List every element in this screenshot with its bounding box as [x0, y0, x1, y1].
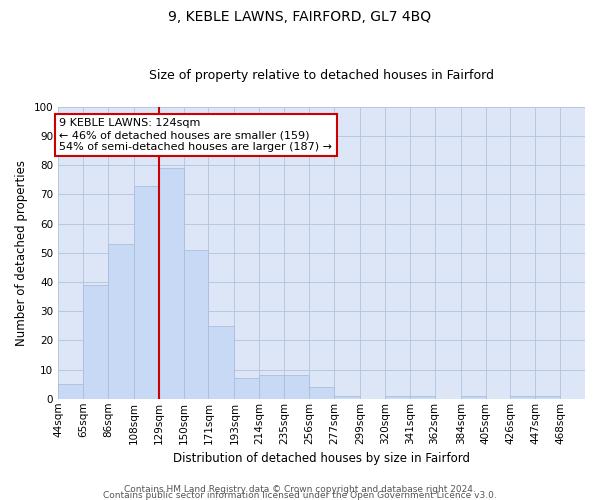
Bar	[184, 250, 208, 399]
Bar	[385, 396, 410, 399]
Text: 9, KEBLE LAWNS, FAIRFORD, GL7 4BQ: 9, KEBLE LAWNS, FAIRFORD, GL7 4BQ	[169, 10, 431, 24]
Bar	[309, 387, 334, 399]
Bar	[511, 396, 535, 399]
Bar	[334, 396, 360, 399]
Bar	[58, 384, 83, 399]
Text: Contains HM Land Registry data © Crown copyright and database right 2024.: Contains HM Land Registry data © Crown c…	[124, 484, 476, 494]
Bar	[158, 168, 184, 399]
Text: 9 KEBLE LAWNS: 124sqm
← 46% of detached houses are smaller (159)
54% of semi-det: 9 KEBLE LAWNS: 124sqm ← 46% of detached …	[59, 118, 332, 152]
Bar	[108, 244, 134, 399]
Bar	[461, 396, 485, 399]
Bar	[208, 326, 235, 399]
Bar	[259, 376, 284, 399]
Bar	[535, 396, 560, 399]
X-axis label: Distribution of detached houses by size in Fairford: Distribution of detached houses by size …	[173, 452, 470, 465]
Text: Contains public sector information licensed under the Open Government Licence v3: Contains public sector information licen…	[103, 490, 497, 500]
Bar	[235, 378, 259, 399]
Bar	[284, 376, 309, 399]
Bar	[410, 396, 434, 399]
Bar	[83, 285, 108, 399]
Title: Size of property relative to detached houses in Fairford: Size of property relative to detached ho…	[149, 69, 494, 82]
Bar	[134, 186, 158, 399]
Y-axis label: Number of detached properties: Number of detached properties	[15, 160, 28, 346]
